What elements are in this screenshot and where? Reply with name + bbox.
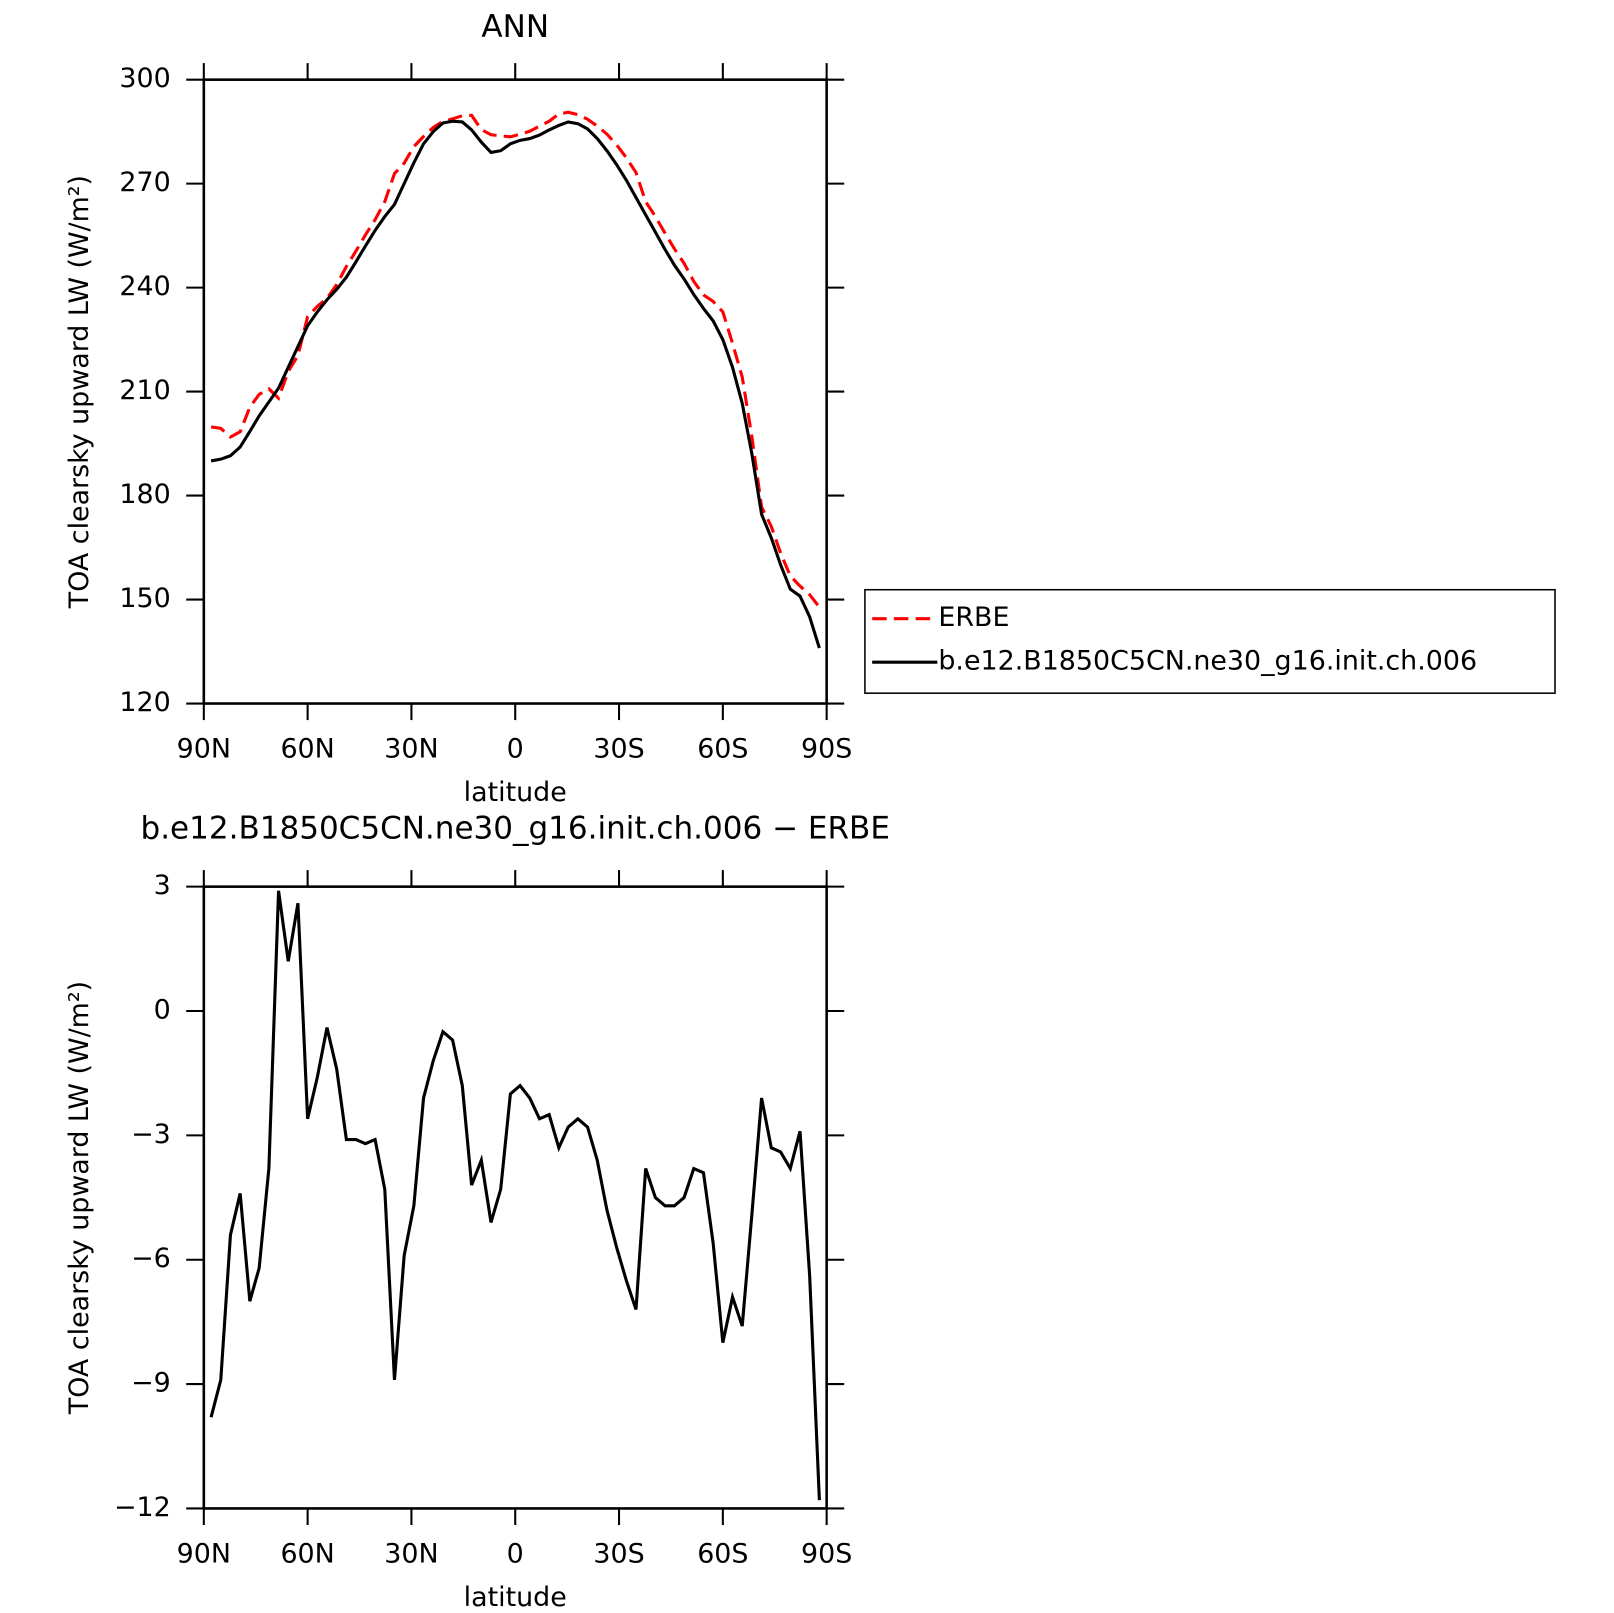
x-tick-label: 90S	[801, 1539, 852, 1570]
y-tick-label: 210	[119, 375, 170, 406]
y-tick-label: −12	[114, 1492, 171, 1523]
x-tick-label: 60S	[697, 734, 748, 765]
x-tick-label: 90N	[177, 734, 231, 765]
y-tick-label: 150	[119, 583, 170, 614]
x-axis-label: latitude	[464, 1582, 567, 1613]
x-axis-label: latitude	[464, 777, 567, 808]
chart-root: ANN TOA clearsky upward LW (W/m²) latitude…	[64, 9, 1556, 1613]
x-tick-label: 60S	[697, 1539, 748, 1570]
y-tick-label: 180	[119, 479, 170, 510]
y-tick-label: 120	[119, 687, 170, 718]
x-tick-label: 0	[507, 1539, 524, 1570]
legend-label: ERBE	[938, 602, 1009, 633]
y-axis-label: TOA clearsky upward LW (W/m²)	[64, 981, 95, 1415]
y-tick-label: 0	[154, 995, 171, 1026]
x-tick-label: 90S	[801, 734, 852, 765]
plot-frame	[202, 885, 828, 1510]
data-line	[209, 890, 821, 1501]
x-tick-label: 0	[507, 734, 524, 765]
x-tick-label: 30N	[384, 734, 438, 765]
y-tick-label: −9	[131, 1368, 171, 1399]
x-tick-label: 90N	[177, 1539, 231, 1570]
y-tick-label: 270	[119, 167, 170, 198]
x-tick-label: 60N	[280, 734, 334, 765]
y-tick-label: 3	[154, 870, 171, 901]
x-tick-label: 30N	[384, 1539, 438, 1570]
y-tick-label: −6	[131, 1243, 171, 1274]
x-tick-label: 30S	[593, 1539, 644, 1570]
x-tick-label: 60N	[280, 1539, 334, 1570]
data-line	[210, 119, 821, 649]
legend-box	[864, 588, 1556, 694]
y-tick-label: −3	[131, 1119, 171, 1150]
y-axis-label: TOA clearsky upward LW (W/m²)	[64, 175, 95, 609]
legend-label: b.e12.B1850C5CN.ne30_g16.init.ch.006	[938, 646, 1477, 677]
y-tick-label: 300	[119, 63, 170, 94]
chart-title: b.e12.B1850C5CN.ne30_g16.init.ch.006 − E…	[141, 811, 890, 847]
x-tick-label: 30S	[593, 734, 644, 765]
y-tick-label: 240	[119, 271, 170, 302]
plot-frame	[202, 78, 828, 705]
data-line	[210, 110, 821, 609]
chart-title: ANN	[481, 9, 549, 45]
